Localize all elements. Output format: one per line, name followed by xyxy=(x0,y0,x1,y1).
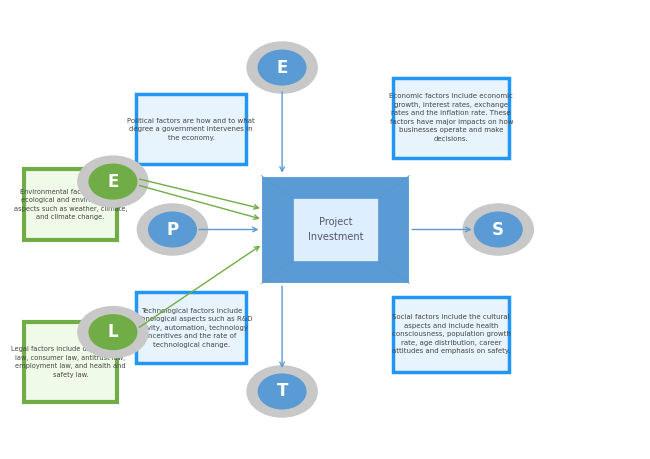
Circle shape xyxy=(149,212,196,247)
Circle shape xyxy=(463,204,534,255)
Circle shape xyxy=(258,374,306,409)
Text: P: P xyxy=(166,220,179,239)
Circle shape xyxy=(247,42,317,93)
Circle shape xyxy=(474,212,522,247)
FancyBboxPatch shape xyxy=(24,322,117,402)
Text: Social factors include the cultural
aspects and include health
consciousness, po: Social factors include the cultural aspe… xyxy=(392,314,511,354)
Text: E: E xyxy=(107,173,119,190)
Text: Economic factors include economic
growth, interest rates, exchange
rates and the: Economic factors include economic growth… xyxy=(389,94,514,142)
Text: L: L xyxy=(108,323,118,341)
Text: S: S xyxy=(492,220,504,239)
Circle shape xyxy=(258,50,306,85)
Text: T: T xyxy=(276,382,288,400)
FancyBboxPatch shape xyxy=(24,169,117,240)
FancyBboxPatch shape xyxy=(393,78,509,157)
Circle shape xyxy=(78,156,148,207)
Text: Technological factors include
technological aspects such as R&D
activity, automa: Technological factors include technologi… xyxy=(130,308,252,347)
Text: Political factors are how and to what
degree a government intervenes in
the econ: Political factors are how and to what de… xyxy=(127,118,255,140)
FancyBboxPatch shape xyxy=(136,292,246,363)
Text: Project
Investment: Project Investment xyxy=(307,217,363,242)
Polygon shape xyxy=(261,176,410,283)
Text: E: E xyxy=(276,59,288,77)
Circle shape xyxy=(89,315,136,349)
Circle shape xyxy=(247,366,317,417)
Polygon shape xyxy=(292,198,378,261)
Circle shape xyxy=(78,307,148,358)
FancyBboxPatch shape xyxy=(393,297,509,372)
FancyBboxPatch shape xyxy=(136,94,246,164)
Text: Legal factors include discrimination
law, consumer law, antitrust law,
employmen: Legal factors include discrimination law… xyxy=(11,346,130,378)
Circle shape xyxy=(137,204,207,255)
Circle shape xyxy=(89,164,136,199)
Text: Environmental factors include
ecological and environmental
aspects such as weath: Environmental factors include ecological… xyxy=(14,189,127,220)
